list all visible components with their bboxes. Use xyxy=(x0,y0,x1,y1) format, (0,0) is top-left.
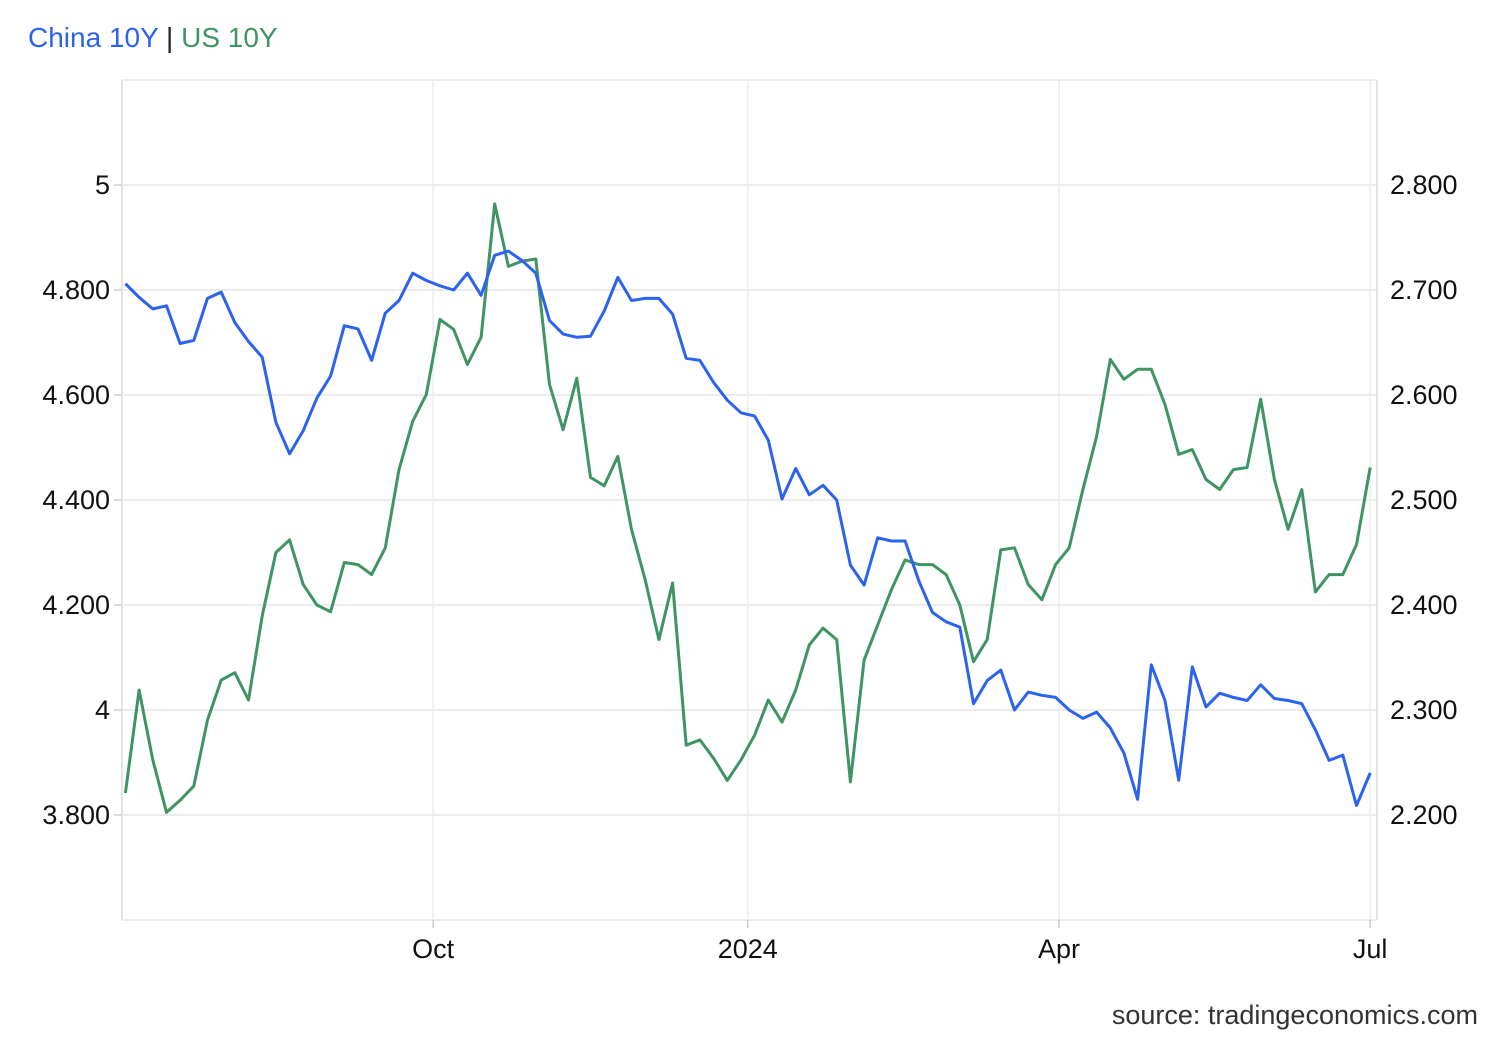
series-line-china-10y xyxy=(124,249,1372,807)
left-tick-label: 4.200 xyxy=(42,590,110,620)
left-tick-label: 5 xyxy=(95,170,110,200)
right-tick-label: 2.300 xyxy=(1390,695,1458,725)
right-tick-label: 2.800 xyxy=(1390,170,1458,200)
x-tick-label: 2024 xyxy=(718,934,778,964)
left-tick-label: 4.600 xyxy=(42,380,110,410)
left-tick-label: 4 xyxy=(95,695,110,725)
left-axis-ticks: 3.800 4 4.200 4.400 4.600 4.800 5 xyxy=(42,170,110,830)
right-tick-label: 2.600 xyxy=(1390,380,1458,410)
legend-china-10y[interactable]: China 10Y xyxy=(28,22,159,53)
x-tick-label: Apr xyxy=(1038,934,1080,964)
source-label: source: tradingeconomics.com xyxy=(1111,1000,1478,1030)
left-tick-label: 4.800 xyxy=(42,275,110,305)
x-tick-label: Jul xyxy=(1353,934,1388,964)
right-tick-label: 2.500 xyxy=(1390,485,1458,515)
right-tick-label: 2.700 xyxy=(1390,275,1458,305)
x-tick-label: Oct xyxy=(412,934,455,964)
x-axis-ticks: Oct 2024 Apr Jul xyxy=(412,934,1387,964)
legend-us-10y[interactable]: US 10Y xyxy=(181,22,278,53)
grid-lines xyxy=(114,79,1378,928)
right-axis-ticks: 2.200 2.300 2.400 2.500 2.600 2.700 2.800 xyxy=(1390,170,1458,830)
series-line-us-10y xyxy=(123,202,1372,814)
right-tick-label: 2.200 xyxy=(1390,800,1458,830)
right-tick-label: 2.400 xyxy=(1390,590,1458,620)
series-lines xyxy=(123,202,1372,814)
left-tick-label: 3.800 xyxy=(42,800,110,830)
legend-separator: | xyxy=(166,22,174,53)
chart-legend: China 10Y | US 10Y xyxy=(28,22,278,54)
left-tick-label: 4.400 xyxy=(42,485,110,515)
